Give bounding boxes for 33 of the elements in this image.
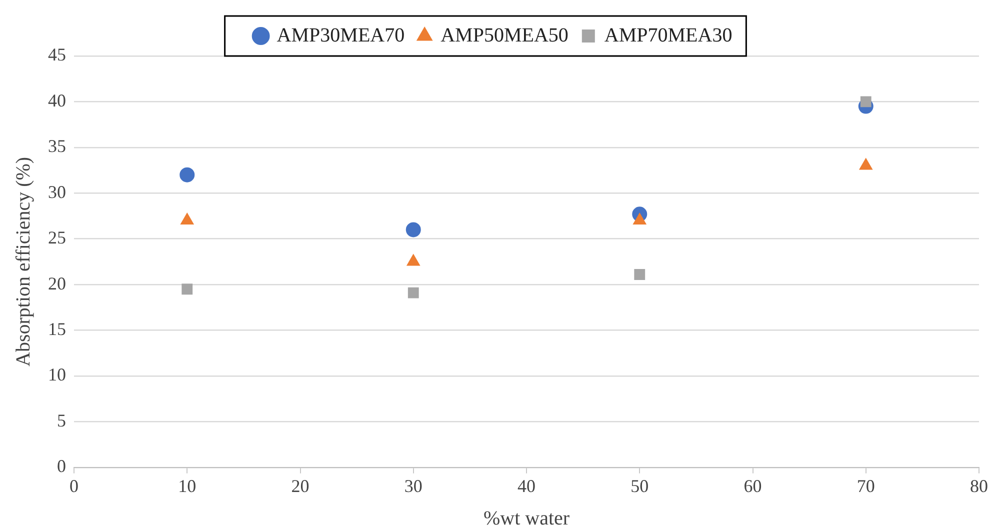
y-tick-label: 35 — [48, 136, 66, 156]
y-tick-label: 45 — [48, 44, 66, 65]
point — [180, 167, 195, 182]
y-tick-label: 10 — [48, 364, 66, 385]
y-tick-label: 25 — [48, 228, 66, 248]
x-tick-label: 10 — [178, 476, 196, 496]
y-tick-label: 0 — [57, 456, 66, 476]
x-tick-label: 20 — [291, 476, 310, 496]
x-axis-title: %wt water — [483, 507, 570, 530]
point — [180, 213, 194, 225]
point — [406, 254, 420, 266]
x-tick-label: 60 — [744, 476, 762, 496]
legend-label: AMP30MEA70 — [276, 24, 405, 46]
x-tick-label: 0 — [70, 476, 78, 496]
legend-label: AMP50MEA50 — [440, 24, 568, 46]
y-tick-label: 30 — [48, 182, 66, 202]
point — [406, 222, 421, 238]
legend-label: AMP70MEA30 — [604, 24, 732, 46]
point — [633, 213, 646, 225]
y-axis-title: Absorption efficiency (%) — [12, 156, 34, 366]
point — [408, 287, 419, 298]
point — [634, 269, 646, 280]
x-tick-label: 50 — [630, 476, 649, 496]
x-tick-label: 40 — [518, 476, 536, 496]
x-tick-label: 30 — [404, 476, 422, 496]
y-tick-label: 15 — [48, 319, 66, 339]
point — [182, 284, 193, 295]
x-tick-label: 80 — [970, 476, 988, 496]
y-tick-label: 40 — [48, 90, 66, 110]
x-tick-label: 70 — [856, 476, 875, 496]
y-tick-label: 5 — [57, 410, 66, 430]
y-tick-label: 20 — [48, 273, 66, 294]
point — [859, 158, 872, 170]
